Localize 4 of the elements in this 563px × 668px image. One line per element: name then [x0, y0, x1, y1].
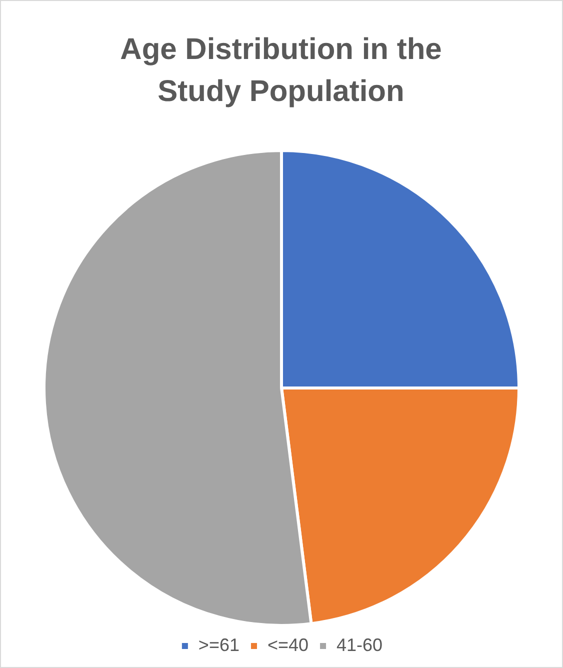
legend-label: <=40: [267, 634, 309, 655]
legend-label: >=61: [198, 634, 240, 655]
chart-title: Age Distribution in the Study Population: [119, 32, 443, 110]
legend-label: 41-60: [336, 634, 383, 655]
